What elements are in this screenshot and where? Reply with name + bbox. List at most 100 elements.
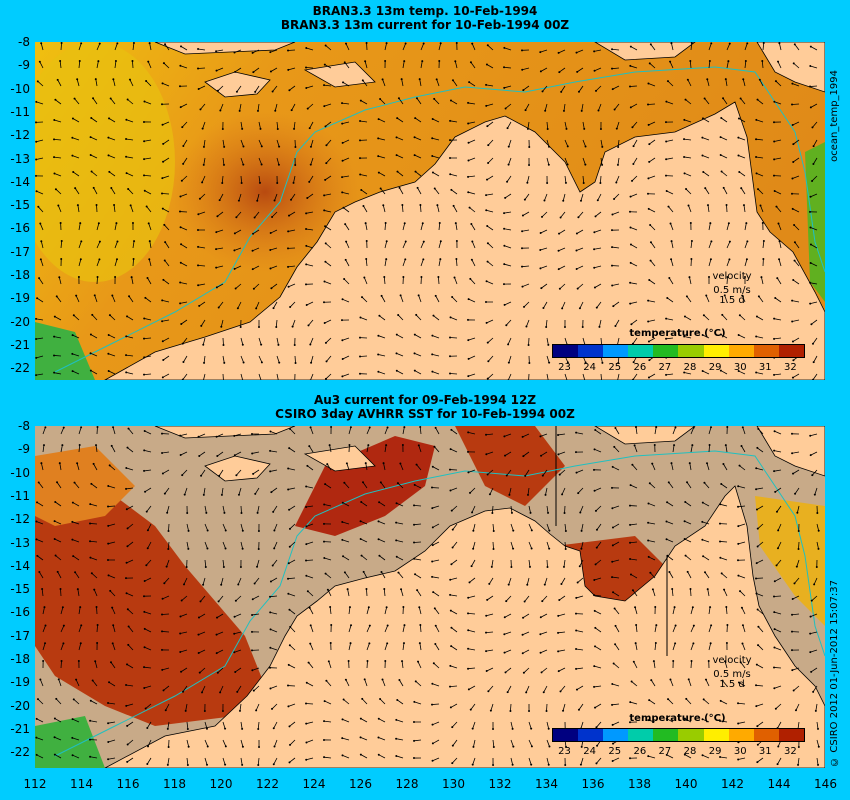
current-vector-head	[668, 277, 671, 280]
current-vector	[111, 607, 116, 615]
x-tick: 146	[814, 777, 837, 791]
current-vector-head	[539, 616, 542, 619]
current-vector	[258, 157, 262, 165]
current-vector-head	[530, 547, 533, 550]
current-vector-head	[577, 492, 580, 495]
current-vector	[558, 667, 566, 672]
current-vector	[594, 610, 602, 615]
current-vector	[684, 538, 692, 543]
current-vector-head	[143, 100, 146, 103]
current-vector	[276, 121, 279, 130]
current-vector-head	[287, 68, 290, 71]
current-vector-head	[204, 565, 207, 568]
current-vector-head	[341, 159, 344, 162]
current-vector	[39, 61, 44, 69]
current-vector	[144, 157, 152, 160]
current-vector-head	[634, 642, 637, 645]
current-vector-head	[761, 60, 764, 63]
current-vector	[654, 625, 657, 633]
current-vector-head	[273, 745, 276, 748]
current-vector	[546, 505, 549, 513]
current-vector	[594, 577, 602, 581]
current-vector-head	[561, 493, 564, 496]
current-vector-head	[595, 528, 598, 531]
x-tick: 142	[721, 777, 744, 791]
current-vector-head	[487, 162, 490, 165]
current-vector-head	[305, 244, 308, 247]
current-vector-head	[223, 145, 226, 148]
current-vector-head	[665, 140, 668, 143]
current-vector-head	[328, 444, 331, 447]
current-vector	[114, 61, 117, 69]
current-vector	[204, 559, 207, 568]
current-vector-head	[36, 501, 39, 504]
current-vector-head	[724, 78, 727, 81]
current-vector	[72, 754, 80, 759]
current-vector-head	[147, 222, 150, 225]
current-vector	[450, 173, 458, 177]
current-vector-head	[287, 663, 290, 666]
current-vector-head	[449, 173, 452, 176]
current-vector	[670, 679, 674, 687]
current-vector-head	[309, 163, 312, 166]
current-vector	[774, 139, 782, 142]
x-tick: 120	[209, 777, 233, 791]
current-vector-head	[557, 453, 560, 456]
current-vector	[90, 557, 98, 561]
current-vector	[274, 103, 278, 111]
current-vector-head	[418, 606, 421, 609]
current-vector	[418, 607, 422, 615]
current-vector	[703, 171, 710, 177]
current-vector-head	[58, 462, 61, 465]
current-vector-head	[274, 109, 277, 112]
current-vector	[649, 63, 656, 69]
current-vector-head	[757, 295, 760, 298]
current-vector	[384, 241, 388, 249]
current-vector-head	[240, 181, 243, 184]
current-vector	[632, 464, 638, 471]
current-vector	[542, 85, 548, 92]
current-vector-head	[755, 562, 758, 565]
current-vector-head	[631, 589, 634, 592]
current-vector-head	[719, 719, 722, 722]
current-vector-head	[35, 538, 38, 541]
current-vector-head	[53, 520, 56, 523]
current-vector-head	[241, 745, 244, 748]
current-vector-head	[702, 314, 705, 317]
current-vector	[271, 211, 278, 218]
current-vector-head	[143, 317, 146, 320]
current-vector	[544, 577, 548, 585]
current-vector	[326, 680, 332, 687]
current-vector-head	[385, 240, 388, 243]
current-vector-head	[422, 240, 425, 243]
current-vector-head	[776, 547, 779, 550]
current-vector	[617, 139, 620, 147]
current-vector	[96, 61, 99, 69]
current-vector	[488, 355, 494, 362]
current-vector-head	[451, 295, 454, 298]
current-vector	[182, 139, 188, 147]
current-vector	[108, 370, 116, 375]
current-vector-head	[363, 276, 366, 279]
current-vector-head	[148, 240, 151, 243]
current-vector-head	[306, 464, 309, 467]
current-vector	[648, 157, 656, 163]
current-vector	[685, 188, 692, 195]
current-vector	[688, 205, 692, 213]
current-vector-head	[53, 315, 56, 318]
current-vector-head	[791, 123, 794, 126]
current-vector-head	[95, 444, 98, 447]
current-vector	[707, 589, 710, 597]
current-vector-head	[395, 369, 398, 372]
current-vector	[631, 175, 638, 182]
current-vector	[36, 297, 44, 303]
current-vector	[432, 541, 440, 546]
current-vector-head	[309, 379, 312, 380]
current-vector	[506, 469, 512, 476]
current-vector-head	[269, 430, 272, 433]
current-vector-head	[206, 763, 209, 766]
current-vector	[454, 61, 458, 69]
current-vector	[522, 631, 530, 636]
current-vector	[471, 223, 476, 231]
current-vector	[793, 139, 800, 145]
